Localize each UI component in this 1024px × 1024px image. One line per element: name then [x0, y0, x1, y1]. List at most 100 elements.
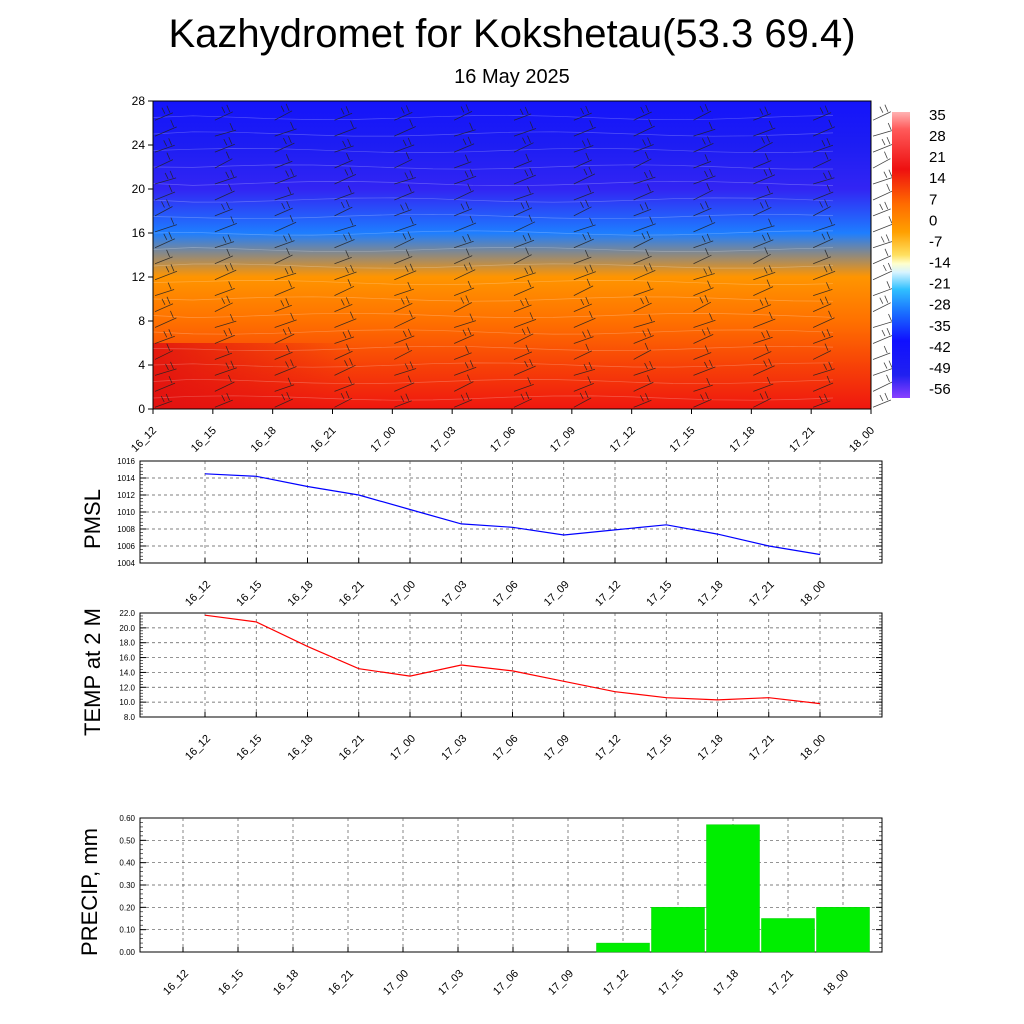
wind-barb: [753, 391, 772, 408]
wind-barb: [872, 262, 895, 281]
wind-barb: [753, 376, 774, 392]
wind-barb: [573, 217, 596, 233]
wind-barb: [753, 185, 774, 201]
x-tick-label: 17_12: [593, 579, 623, 609]
wind-barb: [334, 185, 355, 201]
wind-barb: [872, 234, 893, 249]
wind-barb: [573, 166, 596, 185]
wind-barb: [513, 214, 536, 233]
isoline: [152, 230, 834, 236]
colorbar-label: -21: [929, 276, 951, 293]
wind-barb: [513, 167, 536, 185]
wind-barb: [693, 233, 714, 249]
x-tick-label: 17_12: [593, 733, 623, 763]
isoline: [152, 147, 834, 154]
wind-barb: [214, 183, 235, 201]
isoline: [152, 296, 834, 302]
temperature-chart: 8.0 10.0 12.0 14.0 16.0 18.0 20.0 22.0 16_12 16_1…: [80, 608, 883, 763]
x-tick-label: 17_21: [766, 968, 796, 998]
wind-barb: [872, 201, 891, 217]
wind-barb: [573, 343, 592, 360]
wind-barb: [813, 393, 831, 408]
x-tick-label: 16_21: [326, 968, 356, 998]
wind-barb: [274, 345, 293, 360]
isoline: [152, 180, 834, 187]
x-tick-label: 17_21: [747, 579, 777, 609]
wind-barb: [513, 200, 533, 217]
wind-barb: [154, 282, 175, 297]
wind-barb: [394, 393, 412, 408]
plot-frame: [139, 612, 883, 718]
x-tick-label: 17_03: [439, 733, 469, 763]
wind-barb: [274, 312, 297, 328]
wind-barb: [154, 105, 174, 121]
x-tick-label: 17_03: [436, 968, 466, 998]
wind-barb: [872, 374, 893, 392]
wind-barb: [334, 344, 353, 360]
wind-barb: [633, 263, 656, 281]
wind-barb: [453, 104, 473, 121]
wind-barb: [214, 328, 235, 344]
wind-barb: [334, 250, 352, 265]
wind-barb: [274, 247, 293, 265]
wind-barb: [872, 136, 894, 153]
colorbar-label: 0: [929, 212, 937, 229]
colorbar-label: 35: [929, 107, 946, 124]
x-tick-label: 17_03: [428, 425, 458, 455]
wind-barb: [334, 153, 353, 169]
wind-barb: [633, 281, 654, 297]
x-tick-label: 17_09: [546, 968, 576, 998]
wind-barb: [453, 374, 474, 392]
page-title: Kazhydromet for Kokshetau(53.3 69.4): [168, 12, 856, 56]
y-tick-label: 0.60: [119, 814, 135, 823]
wind-barb: [573, 231, 594, 249]
y-tick-label: 0: [138, 402, 145, 416]
wind-barb: [513, 326, 534, 344]
wind-barb: [693, 266, 715, 281]
wind-barb: [274, 135, 295, 153]
wind-barb: [753, 297, 772, 312]
wind-barb: [274, 103, 293, 121]
wind-barb: [214, 201, 233, 217]
wind-barb: [633, 295, 652, 312]
wind-barb: [394, 184, 415, 201]
y-tick-label: 12.0: [119, 683, 135, 692]
wind-barb: [693, 248, 712, 265]
isoline: [152, 345, 834, 352]
wind-barb: [872, 122, 895, 137]
precip-bar: [761, 918, 815, 953]
x-tick-label: 17_00: [368, 425, 398, 455]
wind-barb: [154, 249, 173, 265]
wind-barb: [513, 106, 532, 121]
wind-barb: [872, 183, 893, 201]
wind-barb: [633, 169, 656, 185]
wind-barb: [813, 119, 835, 137]
wind-barb: [453, 295, 472, 312]
wind-barb: [573, 362, 596, 376]
wind-barb: [872, 295, 891, 312]
wind-barb: [394, 328, 415, 344]
y-tick-label: 20.0: [119, 624, 135, 633]
wind-barb: [454, 345, 472, 360]
wind-barb: [334, 297, 353, 312]
wind-barb: [812, 343, 832, 360]
wind-barb: [274, 377, 295, 392]
y-tick-label: 12: [132, 270, 146, 284]
wind-barb: [633, 314, 656, 328]
wind-barb: [394, 281, 414, 297]
wind-barb: [454, 201, 473, 217]
wind-barb: [453, 262, 476, 281]
wind-barb: [154, 343, 173, 360]
colorbar-label: -56: [929, 381, 951, 398]
wind-barb: [872, 216, 896, 233]
isoline: [152, 395, 834, 401]
wind-barb: [274, 233, 295, 249]
wind-barb: [394, 119, 416, 137]
y-tick-label: 22.0: [119, 609, 135, 618]
wind-barb: [454, 327, 475, 344]
wind-barb: [633, 118, 655, 137]
wind-barb: [693, 103, 712, 121]
wind-barb: [693, 122, 716, 137]
wind-barb: [693, 377, 713, 392]
wind-barb: [633, 230, 654, 249]
